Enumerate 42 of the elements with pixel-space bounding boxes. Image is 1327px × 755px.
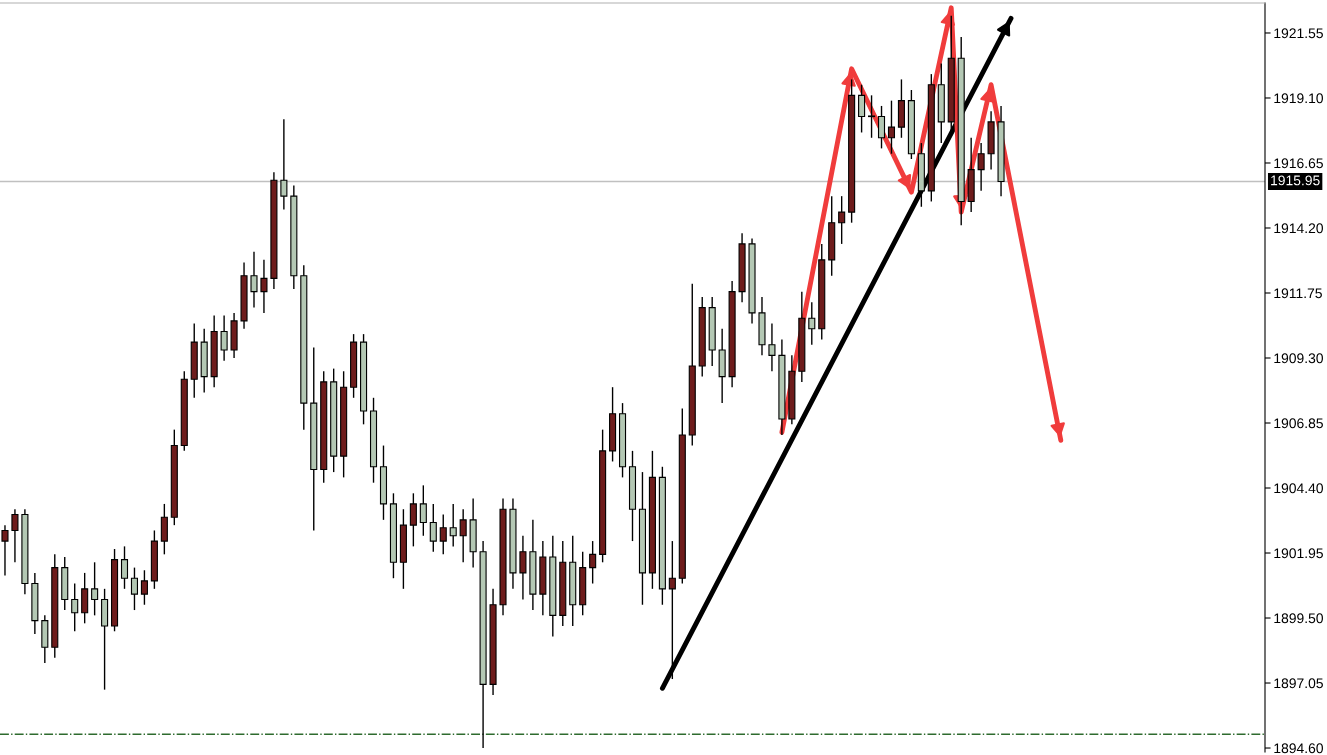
y-tick-label: 1916.65 <box>1274 158 1323 169</box>
y-tick-label: 1901.95 <box>1274 548 1323 559</box>
candlestick <box>429 503 437 553</box>
candlestick <box>439 513 447 556</box>
candlestick <box>877 105 886 150</box>
candlestick <box>140 569 148 606</box>
candlestick <box>768 322 776 372</box>
candlestick <box>887 99 896 155</box>
y-tick-label: 1899.50 <box>1274 613 1323 624</box>
candlestick <box>81 572 89 625</box>
candlestick <box>91 561 99 617</box>
candlestick <box>120 545 129 590</box>
candlestick <box>808 301 816 346</box>
y-tick-label: 1909.30 <box>1274 353 1323 364</box>
candlestick <box>1 524 9 577</box>
y-tick-label: 1906.85 <box>1274 418 1323 429</box>
y-tick-label: 1919.10 <box>1274 93 1323 104</box>
candlestick <box>459 508 467 563</box>
candlestick <box>260 259 268 314</box>
candlestick <box>160 503 168 556</box>
candlestick <box>977 142 985 192</box>
candlestick <box>519 535 527 601</box>
candlestick <box>409 492 417 548</box>
candlestick <box>858 84 866 134</box>
candlestick <box>250 251 258 309</box>
y-tick-label: 1897.05 <box>1274 678 1323 689</box>
candlestick <box>419 484 427 537</box>
y-tick-label: 1904.40 <box>1274 483 1323 494</box>
candlestick <box>220 314 228 362</box>
candlestick <box>71 582 79 632</box>
candlestick <box>668 540 676 680</box>
candlestick <box>130 566 139 611</box>
candlestick <box>868 94 876 139</box>
y-tick-label: 1911.75 <box>1274 288 1322 299</box>
ref-line-label: 1915.95 <box>1271 175 1320 186</box>
candlestick <box>11 508 19 563</box>
y-tick-label: 1894.60 <box>1274 743 1323 754</box>
y-tick-label: 1921.55 <box>1274 28 1323 39</box>
candlestick <box>838 195 846 245</box>
candlestick <box>589 540 597 585</box>
y-tick-label: 1914.20 <box>1274 223 1323 234</box>
candlestick <box>449 503 457 548</box>
